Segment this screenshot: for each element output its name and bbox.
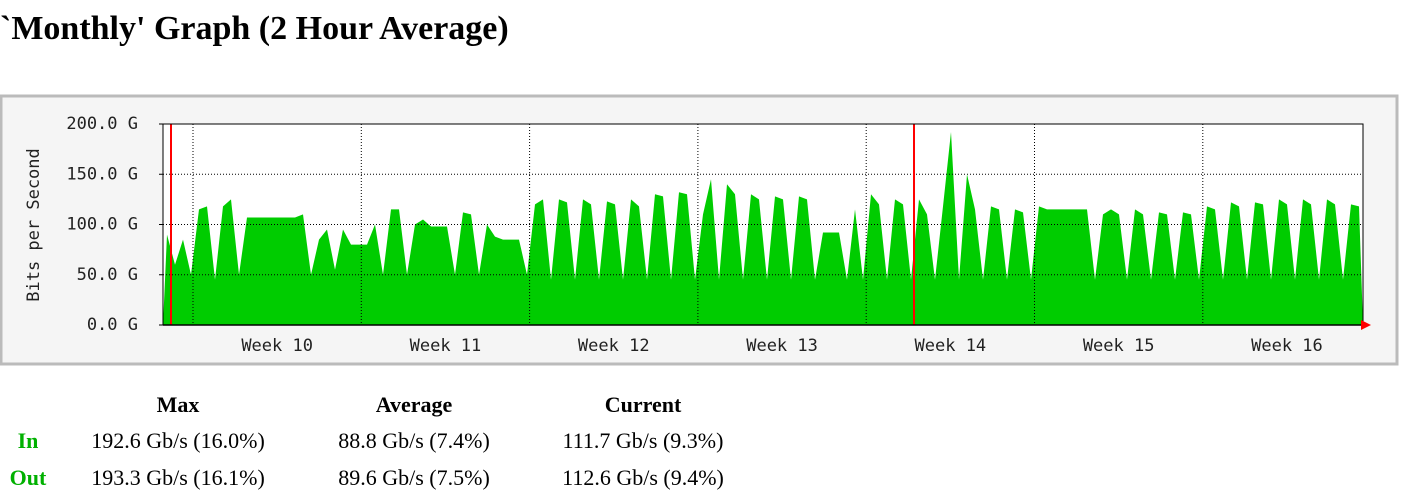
in-area bbox=[163, 132, 1363, 325]
x-tick-label: Week 12 bbox=[578, 336, 650, 356]
x-tick-label: Week 14 bbox=[915, 336, 987, 356]
table-cell: Max bbox=[156, 392, 200, 417]
y-tick-label: 100.0 G bbox=[66, 215, 138, 235]
x-tick-label: Week 11 bbox=[410, 336, 482, 356]
y-tick-label: 50.0 G bbox=[77, 265, 138, 285]
x-tick-label: Week 13 bbox=[746, 336, 818, 356]
table-cell: Current bbox=[604, 392, 682, 417]
y-tick-label: 0.0 G bbox=[87, 315, 138, 335]
y-axis-label: Bits per Second bbox=[24, 148, 44, 302]
table-cell: 88.8 Gb/s (7.4%) bbox=[338, 428, 490, 453]
chart: Bits per Second 0.0 G 50.0 G 100.0 G 150.0 … bbox=[0, 94, 1399, 366]
table-cell: Average bbox=[375, 392, 453, 417]
x-tick-label: Week 10 bbox=[241, 336, 313, 356]
table-cell: 111.7 Gb/s (9.3%) bbox=[562, 428, 724, 453]
table-cell: Out bbox=[9, 465, 47, 490]
y-tick-label: 150.0 G bbox=[66, 164, 138, 184]
table-cell: 112.6 Gb/s (9.4%) bbox=[562, 465, 724, 490]
table-cell: In bbox=[17, 428, 39, 453]
axis-arrow bbox=[1361, 320, 1371, 330]
table-cell: 89.6 Gb/s (7.5%) bbox=[338, 465, 490, 490]
x-tick-label: Week 16 bbox=[1251, 336, 1323, 356]
y-tick-label: 200.0 G bbox=[66, 114, 138, 134]
page-title: `Monthly' Graph (2 Hour Average) bbox=[0, 10, 509, 47]
table-cell: 193.3 Gb/s (16.1%) bbox=[91, 465, 265, 490]
table-cell: 192.6 Gb/s (16.0%) bbox=[91, 428, 265, 453]
x-tick-label: Week 15 bbox=[1083, 336, 1155, 356]
